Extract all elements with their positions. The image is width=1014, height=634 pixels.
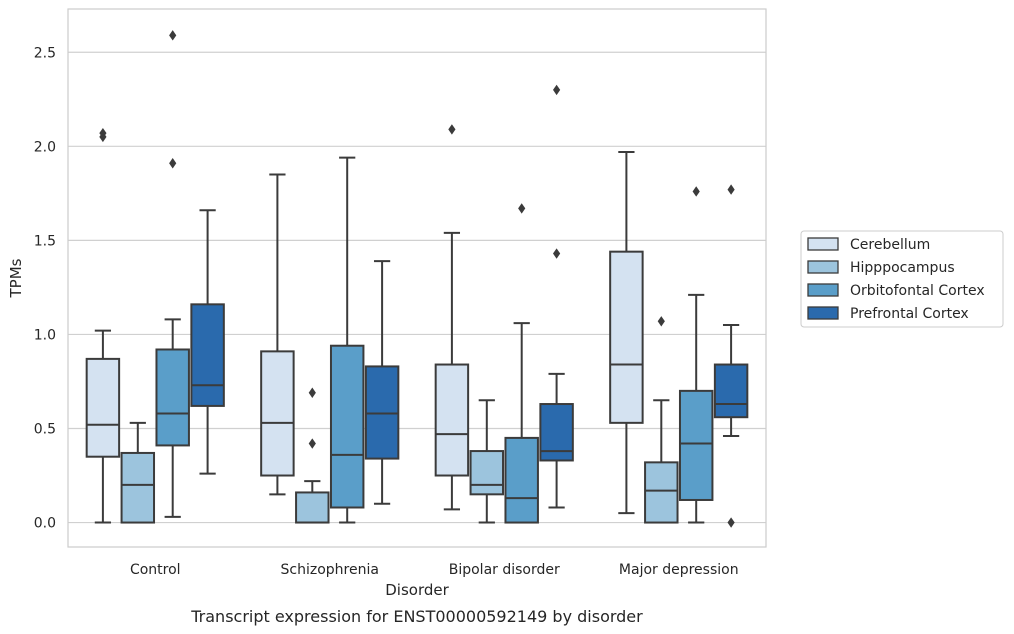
box-body	[85, 357, 121, 458]
y-tick-label: 0.0	[34, 516, 56, 532]
x-tick-label: Control	[130, 562, 181, 578]
box	[644, 316, 679, 524]
box-body	[120, 451, 156, 524]
box	[329, 156, 365, 524]
outlier-point	[169, 30, 177, 41]
legend-swatch	[807, 237, 839, 251]
box-body	[678, 389, 714, 501]
box	[260, 173, 295, 496]
box	[434, 124, 470, 511]
box-body	[713, 363, 749, 419]
box	[155, 30, 190, 518]
outlier-point	[553, 84, 561, 96]
y-tick-label: 1.0	[34, 327, 56, 343]
box-body	[329, 344, 365, 509]
outlier-point	[308, 438, 316, 449]
box-body	[155, 348, 190, 447]
series-group	[155, 30, 714, 524]
box	[609, 150, 644, 515]
x-axis-ticks: Control Schizophrenia Bipolar disorder Majo…	[130, 562, 739, 578]
box-body	[609, 250, 644, 424]
outlier-point	[99, 127, 107, 139]
outlier-point	[553, 248, 561, 259]
y-tick-label: 0.5	[34, 421, 56, 437]
legend-swatch	[807, 306, 839, 320]
legend-frame	[800, 230, 1004, 328]
box-body	[644, 461, 679, 524]
outlier-point	[727, 184, 735, 195]
legend-entry-label: Orbitofontal Cortex	[850, 283, 985, 299]
legend: Cerebellum Hipppocampus Orbitofontal Corte…	[800, 230, 1004, 328]
legend-swatch	[807, 260, 839, 274]
box-body	[295, 491, 330, 524]
box	[190, 209, 225, 475]
box-body	[504, 436, 539, 524]
box-series	[85, 30, 749, 528]
box	[504, 203, 539, 524]
box	[85, 127, 121, 524]
box-body	[190, 303, 225, 407]
outlier-point	[692, 186, 700, 197]
box-body	[434, 363, 470, 477]
box	[713, 184, 749, 528]
box	[469, 399, 505, 524]
y-axis-ticks: 0.0 0.5 1.0 1.5 2.0 2.5	[34, 45, 56, 531]
box	[539, 84, 574, 509]
x-axis-label: Disorder	[385, 581, 449, 599]
x-tick-label: Schizophrenia	[281, 562, 379, 578]
box-body	[469, 450, 505, 496]
legend-entry-label: Cerebellum	[850, 237, 930, 253]
box	[120, 421, 156, 524]
outlier-point	[518, 203, 526, 214]
y-tick-label: 2.0	[34, 139, 56, 155]
legend-entry-label: Hipppocampus	[850, 260, 955, 276]
y-axis-label: TPMs	[7, 258, 25, 298]
series-group	[190, 84, 749, 528]
outlier-point	[727, 517, 735, 528]
x-tick-label: Bipolar disorder	[449, 562, 560, 578]
outlier-point	[169, 158, 177, 169]
box-body	[260, 350, 295, 477]
box	[364, 260, 400, 505]
outlier-point	[308, 387, 316, 398]
chart-caption: Transcript expression for ENST0000059214…	[190, 607, 643, 626]
legend-swatch	[807, 283, 839, 297]
outlier-point	[448, 124, 456, 135]
plot-area-frame	[67, 8, 767, 548]
box	[295, 387, 330, 524]
box	[678, 186, 714, 524]
series-group	[120, 316, 679, 524]
y-tick-label: 1.5	[34, 233, 56, 249]
x-tick-label: Major depression	[619, 562, 739, 578]
outlier-point	[657, 316, 665, 327]
legend-entry-label: Prefrontal Cortex	[850, 306, 969, 322]
series-group	[85, 124, 644, 524]
y-tick-label: 2.5	[34, 45, 56, 61]
